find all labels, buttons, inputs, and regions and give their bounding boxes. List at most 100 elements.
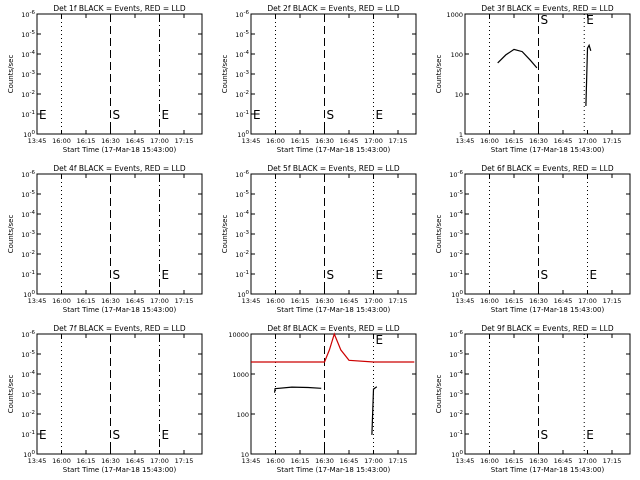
chart-panel-8: Det 8f BLACK = Events, RED = LLD 10000 100… — [228, 324, 417, 474]
y-tick-label: 10-4 — [449, 370, 463, 379]
x-tick-label: 17:00 — [150, 297, 169, 305]
y-tick-label: 10-3 — [449, 390, 463, 399]
x-tick-label: 16:30 — [315, 457, 334, 465]
chart-title: Det 5f BLACK = Events, RED = LLD — [267, 164, 400, 173]
chart-panel-1: Det 1f BLACK = Events, RED = LLD 10-6 10-5… — [7, 4, 203, 154]
y-tick-label: 10 — [241, 451, 249, 459]
y-tick-label: 1 — [459, 131, 463, 139]
x-tick-label: 17:15 — [603, 297, 622, 305]
x-tick-label: 13:45 — [28, 137, 47, 145]
chart-panel-2: Det 2f BLACK = Events, RED = LLD 10-6 10-5… — [221, 4, 417, 154]
marker-label: S — [541, 13, 549, 27]
y-tick-label: 10-3 — [21, 390, 35, 399]
x-tick-label: 16:00 — [52, 297, 71, 305]
x-tick-label: 16:15 — [505, 137, 524, 145]
x-tick-label: 16:00 — [52, 457, 71, 465]
y-tick-label: 10 — [455, 91, 463, 99]
x-tick-label: 17:15 — [175, 297, 194, 305]
series-line-3 — [371, 386, 378, 435]
x-tick-label: 16:45 — [126, 457, 145, 465]
x-tick-label: 17:00 — [364, 137, 383, 145]
y-tick-label: 100 — [451, 290, 463, 299]
y-tick-label: 10-5 — [21, 190, 35, 199]
marker-label: E — [162, 108, 170, 122]
y-tick-label: 10-2 — [21, 250, 35, 259]
x-tick-label: 16:00 — [52, 137, 71, 145]
marker-label: S — [541, 428, 549, 442]
x-axis-label: Start Time (17-Mar-18 15:43:00) — [277, 306, 391, 314]
x-axis-label: Start Time (17-Mar-18 15:43:00) — [491, 146, 605, 154]
x-tick-label: 17:15 — [603, 137, 622, 145]
chart-title: Det 4f BLACK = Events, RED = LLD — [53, 164, 186, 173]
x-tick-label: 17:15 — [603, 457, 622, 465]
y-tick-label: 10-4 — [235, 210, 249, 219]
x-tick-label: 16:15 — [505, 457, 524, 465]
y-tick-label: 10-4 — [21, 210, 35, 219]
marker-label: S — [113, 428, 121, 442]
y-tick-label: 100 — [23, 290, 35, 299]
x-axis-label: Start Time (17-Mar-18 15:43:00) — [491, 466, 605, 474]
y-tick-label: 10-5 — [21, 350, 35, 359]
y-tick-label: 10-1 — [235, 270, 249, 279]
x-tick-label: 17:00 — [578, 297, 597, 305]
y-tick-label: 10-1 — [21, 270, 35, 279]
y-tick-label: 10-1 — [449, 430, 463, 439]
x-tick-label: 13:45 — [242, 137, 261, 145]
y-tick-label: 10-3 — [235, 70, 249, 79]
chart-title: Det 6f BLACK = Events, RED = LLD — [481, 164, 614, 173]
x-tick-label: 17:00 — [578, 457, 597, 465]
y-tick-label: 10-5 — [449, 350, 463, 359]
x-tick-label: 17:00 — [578, 137, 597, 145]
x-tick-label: 16:00 — [480, 297, 499, 305]
marker-label: E — [586, 13, 594, 27]
x-axis-label: Start Time (17-Mar-18 15:43:00) — [63, 146, 177, 154]
x-tick-label: 16:45 — [126, 137, 145, 145]
y-tick-label: 100 — [237, 290, 249, 299]
x-tick-label: 16:15 — [291, 457, 310, 465]
y-tick-label: 10-5 — [235, 190, 249, 199]
x-tick-label: 13:45 — [456, 297, 475, 305]
x-tick-label: 16:45 — [340, 457, 359, 465]
y-tick-label: 10-5 — [21, 30, 35, 39]
y-tick-label: 10-6 — [235, 170, 249, 179]
y-tick-label: 100 — [23, 450, 35, 459]
marker-label: E — [376, 333, 384, 347]
y-tick-label: 10-6 — [235, 10, 249, 19]
y-tick-label: 10-2 — [449, 410, 463, 419]
x-tick-label: 16:00 — [480, 137, 499, 145]
x-tick-label: 16:15 — [291, 137, 310, 145]
x-tick-label: 16:30 — [529, 457, 548, 465]
x-tick-label: 17:15 — [175, 457, 194, 465]
x-tick-label: 16:30 — [315, 137, 334, 145]
x-axis-label: Start Time (17-Mar-18 15:43:00) — [277, 466, 391, 474]
plot-frame — [250, 333, 417, 455]
chart-panel-4: Det 4f BLACK = Events, RED = LLD 10-6 10-5… — [7, 164, 203, 314]
y-tick-label: 10-3 — [235, 230, 249, 239]
x-tick-label: 16:30 — [101, 457, 120, 465]
marker-label: E — [162, 268, 170, 282]
y-tick-label: 10-5 — [235, 30, 249, 39]
y-tick-label: 10-2 — [21, 90, 35, 99]
series-line-2 — [274, 386, 322, 393]
chart-title: Det 8f BLACK = Events, RED = LLD — [267, 324, 400, 333]
y-axis-label: Counts/sec — [435, 215, 443, 254]
series-line-1 — [251, 332, 415, 363]
x-tick-label: 17:00 — [364, 457, 383, 465]
marker-label: S — [327, 108, 335, 122]
y-axis-label: Counts/sec — [221, 55, 229, 94]
marker-label: S — [113, 268, 121, 282]
y-axis-label: Counts/sec — [7, 375, 15, 414]
y-tick-label: 10-6 — [449, 170, 463, 179]
y-tick-label: 10-1 — [21, 430, 35, 439]
marker-label: E — [376, 268, 384, 282]
chart-title: Det 7f BLACK = Events, RED = LLD — [53, 324, 186, 333]
chart-panel-7: Det 7f BLACK = Events, RED = LLD 10-6 10-5… — [7, 324, 203, 474]
y-tick-label: 10-2 — [21, 410, 35, 419]
chart-title: Det 3f BLACK = Events, RED = LLD — [481, 4, 614, 13]
y-tick-label: 10-1 — [235, 110, 249, 119]
y-tick-label: 10-1 — [449, 270, 463, 279]
y-tick-label: 10-2 — [449, 250, 463, 259]
x-tick-label: 13:45 — [242, 457, 261, 465]
x-tick-label: 13:45 — [242, 297, 261, 305]
y-tick-label: 10-3 — [21, 230, 35, 239]
